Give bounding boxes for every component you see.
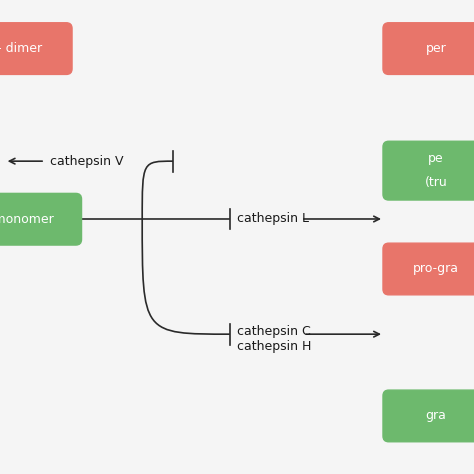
Text: per: per <box>426 42 447 55</box>
FancyBboxPatch shape <box>0 23 72 74</box>
Text: cathepsin L: cathepsin L <box>237 212 309 226</box>
Text: gra: gra <box>426 410 447 422</box>
FancyBboxPatch shape <box>383 141 474 200</box>
Text: cathepsin V: cathepsin V <box>50 155 123 168</box>
FancyBboxPatch shape <box>383 23 474 74</box>
Text: F - dimer: F - dimer <box>0 42 42 55</box>
FancyBboxPatch shape <box>383 390 474 442</box>
Text: (tru: (tru <box>425 176 447 189</box>
Text: pe: pe <box>428 152 444 165</box>
FancyBboxPatch shape <box>0 193 82 245</box>
FancyBboxPatch shape <box>383 243 474 295</box>
Text: pro-gra: pro-gra <box>413 263 459 275</box>
Text: cathepsin C
cathepsin H: cathepsin C cathepsin H <box>237 325 311 353</box>
Text: - monomer: - monomer <box>0 213 54 226</box>
